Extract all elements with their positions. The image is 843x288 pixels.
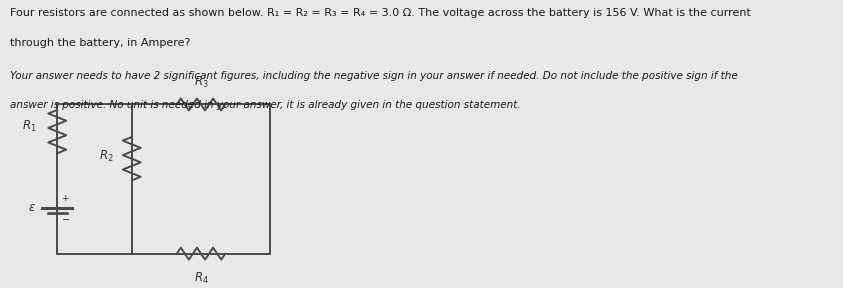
- Text: $R_4$: $R_4$: [194, 271, 208, 286]
- Text: $R_3$: $R_3$: [194, 74, 208, 90]
- Text: $R_1$: $R_1$: [22, 119, 36, 134]
- Text: through the battery, in Ampere?: through the battery, in Ampere?: [10, 38, 191, 48]
- Text: Four resistors are connected as shown below. R₁ = R₂ = R₃ = R₄ = 3.0 Ω. The volt: Four resistors are connected as shown be…: [10, 8, 751, 18]
- Text: Your answer needs to have 2 significant figures, including the negative sign in : Your answer needs to have 2 significant …: [10, 71, 738, 81]
- Text: $R_2$: $R_2$: [99, 148, 113, 164]
- Text: $\varepsilon$: $\varepsilon$: [29, 201, 36, 214]
- Text: $+$: $+$: [61, 193, 70, 203]
- Text: answer is positive. No unit is needed in your answer, it is already given in the: answer is positive. No unit is needed in…: [10, 101, 521, 110]
- Text: $-$: $-$: [61, 213, 70, 223]
